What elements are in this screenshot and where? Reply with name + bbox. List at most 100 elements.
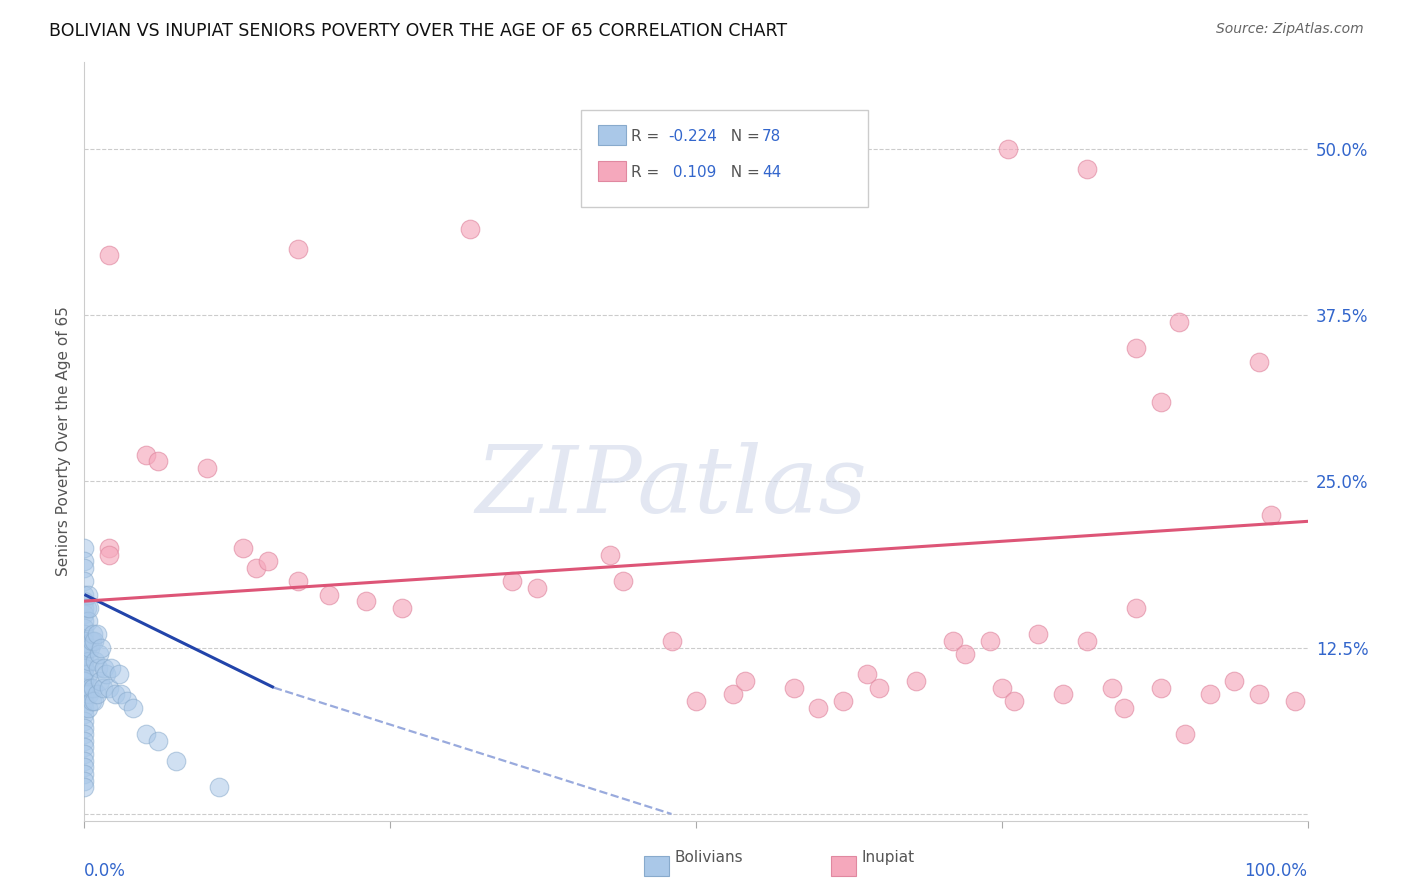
Point	[73, 773, 96, 788]
Point	[73, 561, 96, 575]
Point	[73, 554, 96, 568]
Point	[1052, 687, 1074, 701]
Point	[661, 634, 683, 648]
Point	[115, 694, 138, 708]
Point	[1284, 694, 1306, 708]
Text: -0.224: -0.224	[668, 129, 717, 144]
Point	[991, 681, 1014, 695]
Point	[73, 687, 96, 701]
Point	[73, 727, 96, 741]
Point	[73, 754, 96, 768]
Point	[391, 600, 413, 615]
Point	[73, 681, 96, 695]
Point	[73, 780, 96, 795]
Point	[1101, 681, 1123, 695]
Text: N =: N =	[721, 165, 765, 179]
Point	[869, 681, 891, 695]
Point	[146, 454, 169, 468]
Point	[831, 694, 853, 708]
Point	[91, 681, 114, 695]
Point	[1125, 600, 1147, 615]
Text: 44: 44	[762, 165, 782, 179]
Point	[1223, 673, 1246, 688]
Point	[73, 627, 96, 641]
Point	[997, 142, 1019, 156]
Point	[1198, 687, 1220, 701]
Point	[73, 600, 96, 615]
Point	[135, 448, 157, 462]
Point	[73, 574, 96, 589]
Point	[135, 727, 157, 741]
Point	[1174, 727, 1197, 741]
Point	[232, 541, 254, 555]
Point	[76, 640, 98, 655]
Point	[82, 681, 104, 695]
Point	[245, 561, 267, 575]
Point	[73, 687, 96, 701]
Point	[97, 681, 120, 695]
Text: 0.109: 0.109	[668, 165, 716, 179]
Point	[83, 634, 105, 648]
Point	[1150, 394, 1173, 409]
Point	[73, 614, 96, 628]
Point	[107, 667, 129, 681]
Point	[93, 661, 115, 675]
Point	[84, 654, 107, 668]
Point	[77, 600, 100, 615]
Point	[73, 694, 96, 708]
Point	[79, 681, 101, 695]
Text: 0.0%: 0.0%	[84, 863, 127, 880]
Point	[1114, 700, 1136, 714]
Point	[77, 667, 100, 681]
Text: Inupiat: Inupiat	[862, 850, 915, 865]
Point	[526, 581, 548, 595]
Point	[905, 673, 928, 688]
Point	[354, 594, 377, 608]
Point	[953, 648, 976, 662]
Point	[73, 767, 96, 781]
Point	[77, 614, 100, 628]
Point	[73, 621, 96, 635]
Text: N =: N =	[721, 129, 765, 144]
Y-axis label: Seniors Poverty Over the Age of 65: Seniors Poverty Over the Age of 65	[56, 307, 72, 576]
Point	[73, 673, 96, 688]
Point	[612, 574, 634, 589]
Point	[685, 694, 707, 708]
Point	[110, 687, 132, 701]
Point	[90, 640, 112, 655]
Point	[1260, 508, 1282, 522]
Point	[734, 673, 756, 688]
Point	[76, 600, 98, 615]
Point	[86, 687, 108, 701]
Point	[89, 673, 111, 688]
Point	[599, 548, 621, 562]
Point	[77, 700, 100, 714]
Point	[73, 640, 96, 655]
Point	[77, 587, 100, 601]
Text: 78: 78	[762, 129, 782, 144]
Point	[82, 627, 104, 641]
Point	[458, 221, 481, 235]
Point	[73, 594, 96, 608]
Point	[73, 734, 96, 748]
Point	[807, 700, 830, 714]
Point	[73, 667, 96, 681]
Point	[100, 661, 122, 675]
Point	[1028, 627, 1050, 641]
Point	[1076, 161, 1098, 176]
Point	[257, 554, 280, 568]
Point	[73, 747, 96, 761]
Point	[104, 687, 127, 701]
Point	[97, 541, 120, 555]
Point	[73, 661, 96, 675]
Point	[73, 587, 96, 601]
Point	[783, 681, 806, 695]
Point	[80, 634, 103, 648]
Point	[97, 248, 120, 262]
Point	[83, 694, 105, 708]
Point	[73, 661, 96, 675]
Point	[73, 740, 96, 755]
Point	[1247, 687, 1270, 701]
Point	[73, 654, 96, 668]
Point	[1247, 355, 1270, 369]
